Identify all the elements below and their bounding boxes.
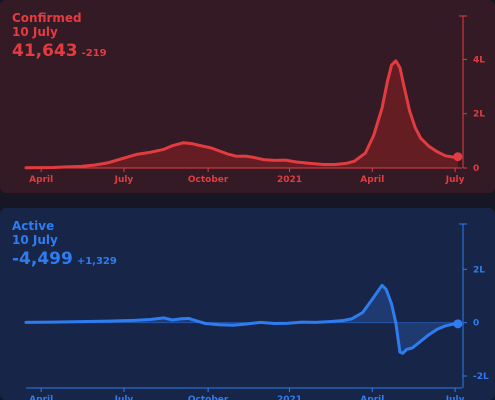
series-area <box>26 60 458 168</box>
y-tick-label: 2L <box>473 265 485 275</box>
series-area <box>26 285 458 354</box>
x-tick-label: July <box>114 175 134 185</box>
confirmed-date: 10 July <box>12 25 58 39</box>
x-tick-label: April <box>360 395 384 400</box>
x-tick-label: April <box>29 175 53 185</box>
confirmed-value: 41,643 <box>12 41 78 61</box>
x-tick-label: October <box>188 175 229 185</box>
y-tick-label: 2L <box>473 110 485 120</box>
active-delta: +1,329 <box>76 256 117 267</box>
active-chart[interactable]: April July October 2021 April July -2L 0 2L <box>0 208 495 400</box>
x-tick-label: April <box>29 395 53 400</box>
y-tick-label: 0 <box>473 319 479 329</box>
y-tick-label: -2L <box>473 372 489 382</box>
x-tick-label: October <box>188 395 229 400</box>
y-tick-label: 4L <box>473 55 485 65</box>
series-line <box>24 59 460 170</box>
active-header: Active 10 July -4,499 +1,329 <box>12 219 117 269</box>
confirmed-delta: -219 <box>81 48 107 59</box>
confirmed-label: Confirmed <box>12 11 82 25</box>
active-value: -4,499 <box>12 249 73 269</box>
x-tick-label: April <box>360 175 384 185</box>
active-panel[interactable]: Active 10 July -4,499 +1,329 April July Oct… <box>0 208 495 400</box>
active-value-row: -4,499 +1,329 <box>12 249 117 269</box>
series-line <box>24 283 460 355</box>
x-tick-label: July <box>114 395 134 400</box>
x-tick-label: 2021 <box>277 175 302 185</box>
current-marker <box>453 319 463 329</box>
x-tick-label: July <box>445 395 465 400</box>
confirmed-chart[interactable]: April July October 2021 April July 0 2L 4L <box>0 0 495 193</box>
confirmed-header: Confirmed 10 July 41,643 -219 <box>12 11 107 61</box>
active-label: Active <box>12 219 55 233</box>
confirmed-panel[interactable]: Confirmed 10 July 41,643 -219 April July Oc… <box>0 0 495 193</box>
x-tick-label: 2021 <box>277 395 302 400</box>
current-marker <box>453 152 463 162</box>
active-date: 10 July <box>12 233 58 247</box>
y-tick-label: 0 <box>473 164 479 174</box>
confirmed-value-row: 41,643 -219 <box>12 41 107 61</box>
x-tick-label: July <box>445 175 465 185</box>
